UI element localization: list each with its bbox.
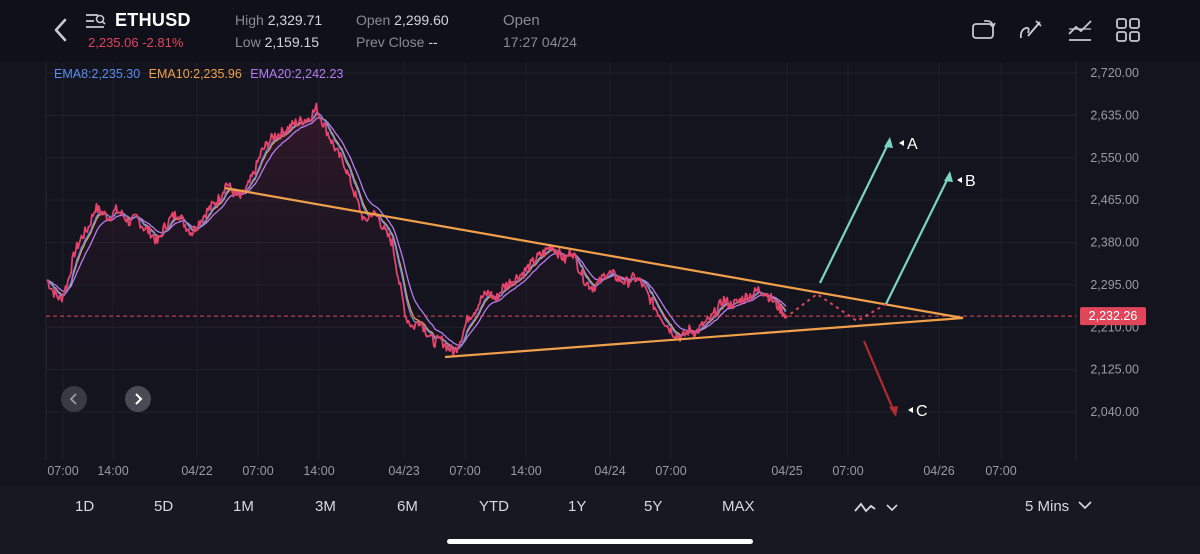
arrow-a-head <box>884 137 893 148</box>
open-label: Open <box>356 12 391 28</box>
line-chart-icon <box>854 502 898 513</box>
x-tick-label: 14:00 <box>303 464 334 478</box>
market-status: Open <box>503 12 540 29</box>
arrow-a[interactable] <box>819 139 891 284</box>
high-value: 2,329.71 <box>267 12 323 28</box>
range-1y[interactable]: 1Y <box>568 498 587 515</box>
triangle-lower-trendline[interactable] <box>444 316 964 359</box>
x-tick-label: 07:00 <box>655 464 686 478</box>
range-5y[interactable]: 5Y <box>644 498 663 515</box>
label-a-marker <box>899 140 904 146</box>
open-stat: Open 2,299.60 <box>356 12 449 28</box>
open-value: 2,299.60 <box>394 12 449 28</box>
arrow-c[interactable] <box>862 340 897 415</box>
prev-close-label: Prev Close <box>356 34 425 50</box>
range-max[interactable]: MAX <box>722 498 755 515</box>
price-area <box>47 103 786 412</box>
x-tick-label: 04/25 <box>771 464 802 478</box>
label-b-marker <box>957 177 962 183</box>
x-tick-label: 04/24 <box>594 464 625 478</box>
chevron-down-icon <box>1078 501 1092 510</box>
indicator-button[interactable] <box>1066 16 1094 44</box>
ema10-legend: EMA10:2,235.96 <box>148 67 242 81</box>
current-price-badge <box>1080 307 1146 326</box>
low-value: 2,159.15 <box>264 34 320 50</box>
top-bar <box>0 0 1200 62</box>
indicator-icon <box>1068 20 1092 41</box>
low-label: Low <box>235 34 261 50</box>
x-tick-label: 14:00 <box>97 464 128 478</box>
timestamp: 17:27 04/24 <box>503 34 577 50</box>
y-tick-label: 2,125.00 <box>1090 363 1139 377</box>
x-tick-label: 07:00 <box>449 464 480 478</box>
layout-button[interactable] <box>1114 16 1142 44</box>
y-tick-label: 2,635.00 <box>1090 108 1139 122</box>
chevron-right-icon <box>135 393 143 405</box>
low-stat: Low 2,159.15 <box>235 34 319 50</box>
current-price-label: 2,232.26 <box>1089 309 1138 323</box>
annotation-a: A <box>907 136 918 153</box>
price-line <box>46 102 787 357</box>
ema20-legend: EMA20:2,242.23 <box>250 67 344 81</box>
price-chart[interactable]: A B C 2,720.002,635.002,550.002,465.002,… <box>0 62 1200 486</box>
watchlist-icon[interactable] <box>84 12 106 30</box>
draw-pen-icon <box>1019 20 1042 39</box>
price-change: 2,235.06 -2.81% <box>88 35 184 50</box>
x-tick-label: 07:00 <box>47 464 78 478</box>
x-tick-label: 04/22 <box>181 464 212 478</box>
scroll-right-button[interactable] <box>125 386 151 412</box>
range-1m[interactable]: 1M <box>233 498 254 515</box>
triangle-upper-trendline[interactable] <box>224 186 964 320</box>
x-tick-label: 04/23 <box>388 464 419 478</box>
range-3m[interactable]: 3M <box>315 498 336 515</box>
y-tick-label: 2,380.00 <box>1090 236 1139 250</box>
range-1d[interactable]: 1D <box>75 498 95 515</box>
arrow-b[interactable] <box>885 173 951 305</box>
home-indicator <box>447 539 753 544</box>
rotate-screen-button[interactable] <box>970 16 998 44</box>
x-axis: 07:00 14:00 04/22 07:00 14:00 04/23 07:00 14:00… <box>47 464 1016 478</box>
y-tick-label: 2,550.00 <box>1090 151 1139 165</box>
x-tick-label: 07:00 <box>832 464 863 478</box>
high-stat: High 2,329.71 <box>235 12 322 28</box>
y-tick-label: 2,465.00 <box>1090 193 1139 207</box>
symbol-title: ETHUSD <box>115 10 191 30</box>
prev-close-value: -- <box>428 34 438 50</box>
arrow-c-head <box>889 406 898 417</box>
range-5d[interactable]: 5D <box>154 498 174 515</box>
annotation-b: B <box>965 173 976 190</box>
projection-path <box>784 292 889 323</box>
x-tick-label: 14:00 <box>510 464 541 478</box>
ema-legend: EMA8:2,235.30 EMA10:2,235.96 EMA20:2,242… <box>54 67 348 81</box>
high-label: High <box>235 12 264 28</box>
prev-close-stat: Prev Close -- <box>356 34 438 50</box>
range-6m[interactable]: 6M <box>397 498 418 515</box>
back-chevron-icon <box>54 18 67 42</box>
y-tick-label: 2,040.00 <box>1090 405 1139 419</box>
draw-button[interactable] <box>1016 16 1044 44</box>
range-ytd[interactable]: YTD <box>479 498 509 515</box>
x-tick-label: 07:00 <box>985 464 1016 478</box>
layout-grid-icon <box>1116 18 1140 42</box>
y-axis: 2,720.00 2,635.00 2,550.00 2,465.00 2,380.00… <box>1090 66 1139 419</box>
y-tick-label: 2,295.00 <box>1090 278 1139 292</box>
x-tick-label: 04/26 <box>923 464 954 478</box>
label-c-marker <box>908 407 913 413</box>
annotation-c: C <box>916 403 928 420</box>
x-tick-label: 07:00 <box>242 464 273 478</box>
chart-type-selector[interactable] <box>853 497 903 519</box>
back-button[interactable] <box>48 14 76 46</box>
ema20-line <box>46 117 787 346</box>
interval-label: 5 Mins <box>1025 498 1070 515</box>
scroll-left-button[interactable] <box>61 386 87 412</box>
chevron-left-icon <box>69 393 77 405</box>
arrow-b-head <box>944 171 953 182</box>
chart-panel[interactable]: A B C 2,720.00 2,635.00 2,550.00 2,465.00 2,… <box>0 62 1200 486</box>
interval-selector[interactable]: 5 Mins <box>1025 498 1093 515</box>
rotate-screen-icon <box>972 20 996 39</box>
y-tick-label: 2,720.00 <box>1090 66 1139 80</box>
ema8-legend: EMA8:2,235.30 <box>54 67 141 81</box>
